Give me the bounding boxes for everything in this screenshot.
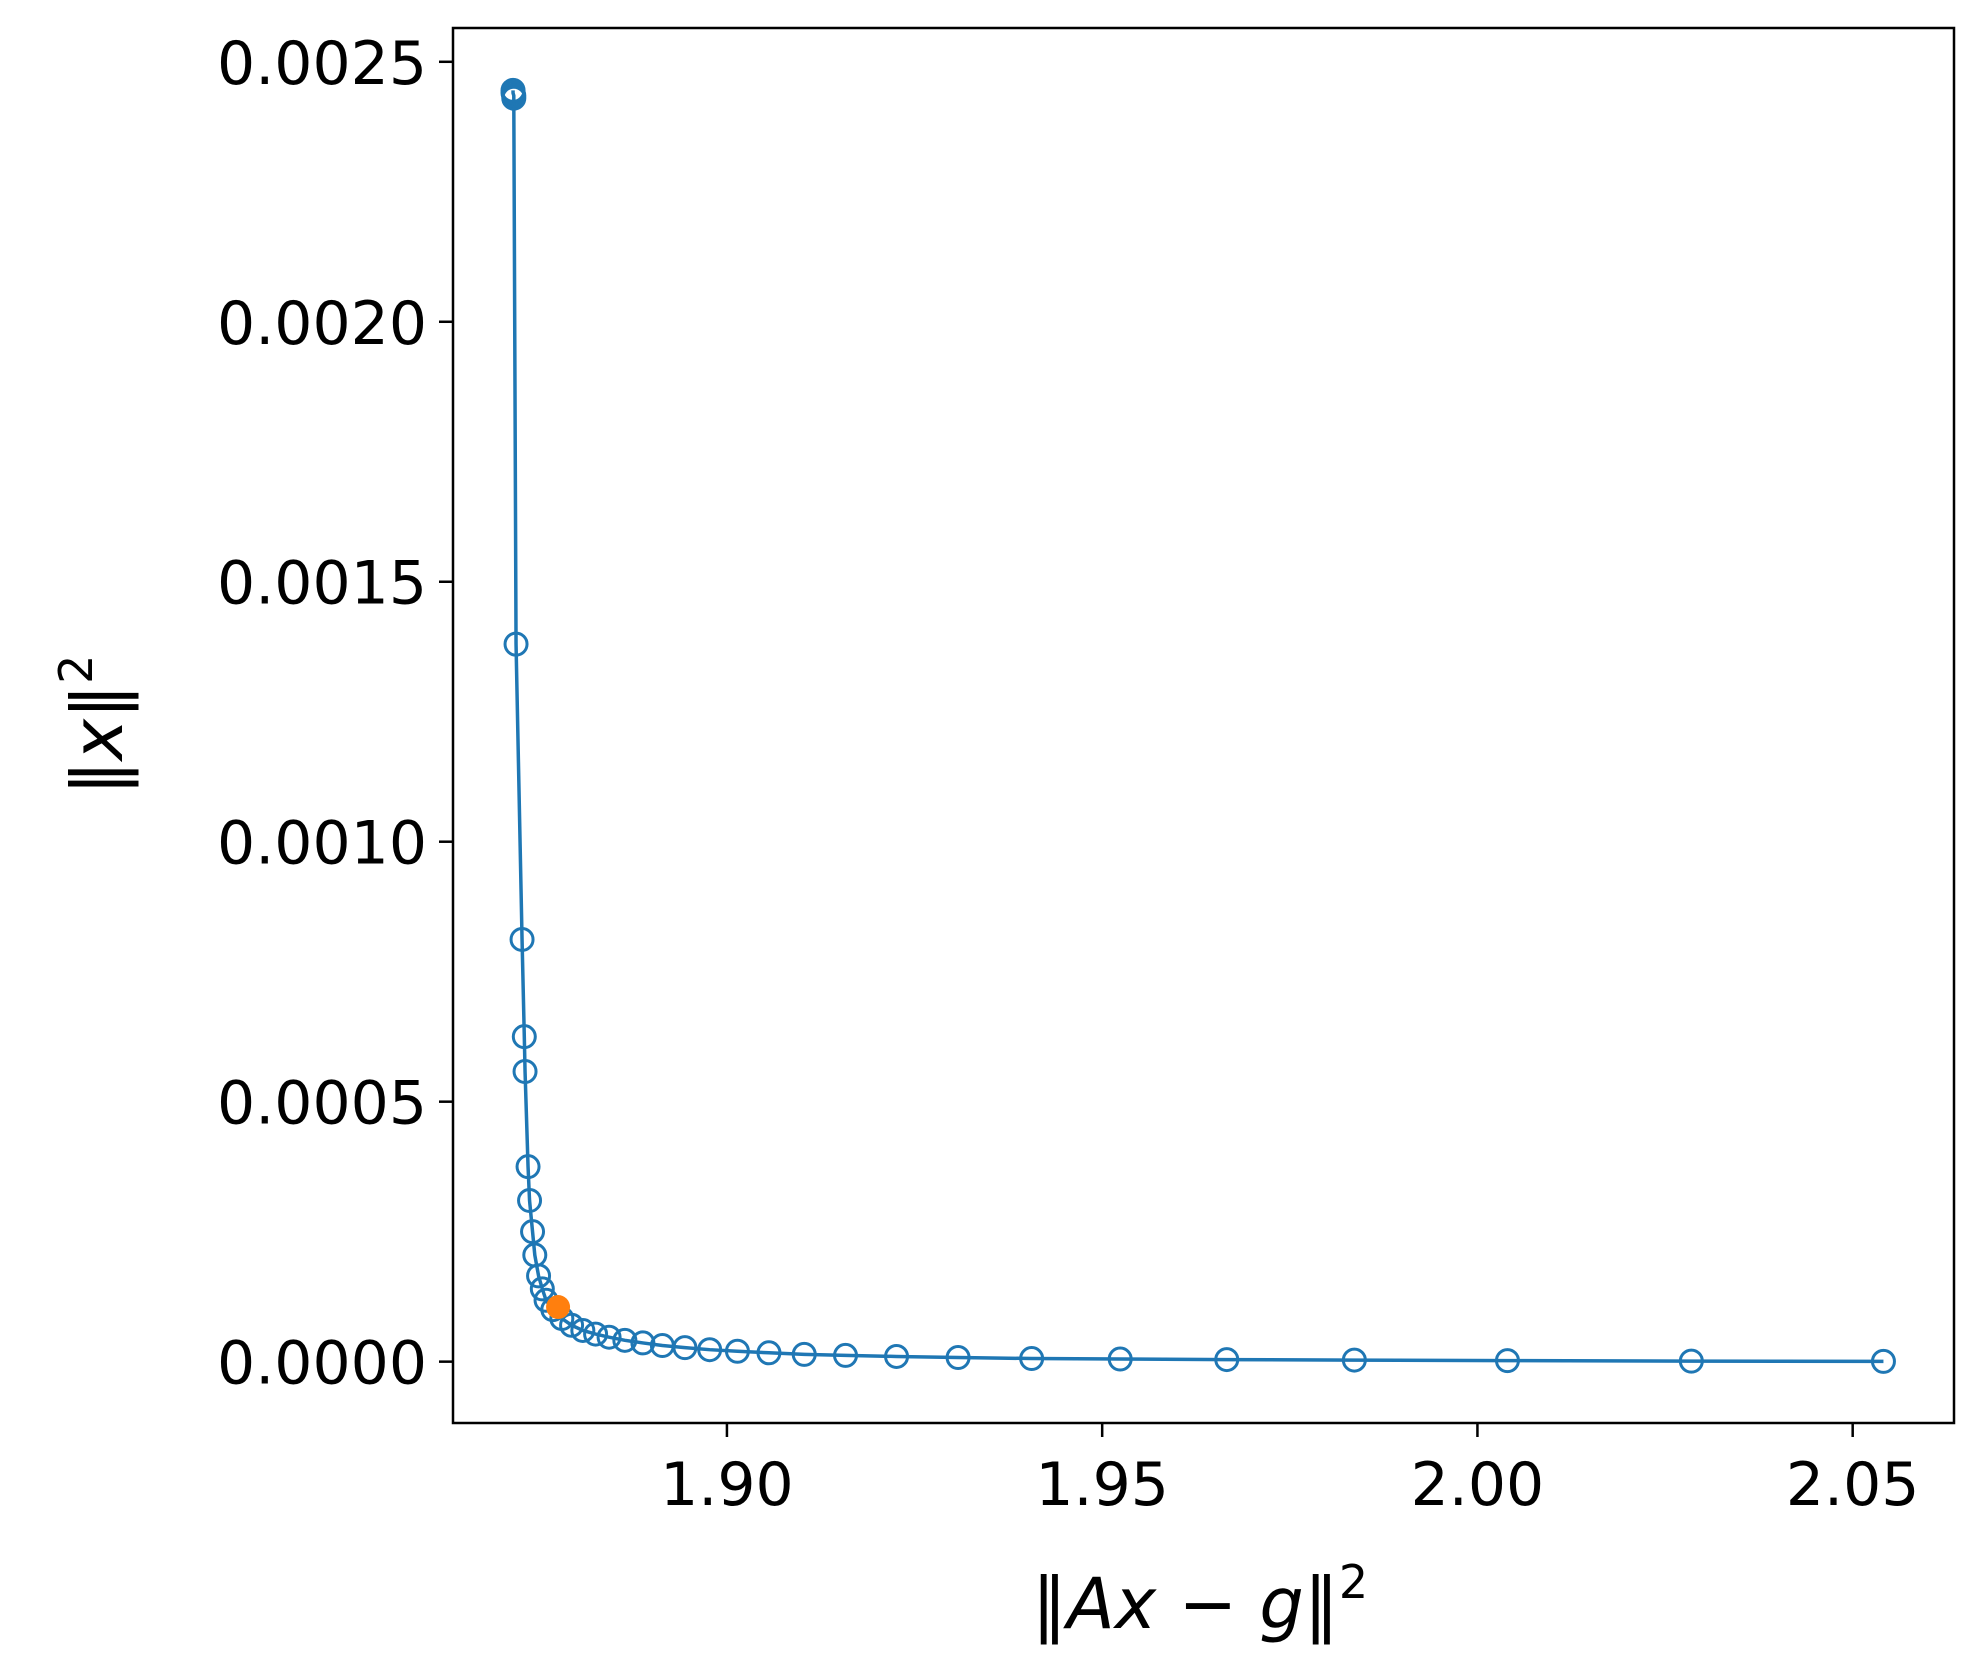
y-tick-label: 0.0015: [217, 549, 427, 619]
data-point: [1494, 1348, 1520, 1374]
data-point: [503, 631, 529, 657]
x-tick-label: 2.05: [1786, 1450, 1920, 1520]
data-point: [596, 1324, 622, 1350]
y-tick-label: 0.0010: [217, 809, 427, 879]
data-point: [672, 1335, 698, 1361]
y-tick-label: 0.0025: [217, 29, 427, 99]
data-point: [512, 1059, 538, 1085]
data-point: [1214, 1347, 1240, 1373]
highlight-point: [546, 1295, 571, 1320]
data-point: [697, 1337, 723, 1363]
data-point: [1870, 1348, 1896, 1374]
data-point: [509, 926, 535, 952]
series-layer: [500, 77, 1896, 1374]
data-point: [945, 1344, 971, 1370]
data-point: [511, 1024, 537, 1050]
data-point: [520, 1219, 546, 1245]
data-point: [630, 1330, 656, 1356]
data-point: [756, 1340, 782, 1366]
data-point: [583, 1321, 609, 1347]
x-axis-label: ‖Ax − g‖2: [1032, 1555, 1368, 1645]
data-point: [529, 1276, 555, 1302]
data-point: [1341, 1347, 1367, 1373]
y-axis: 0.0000 0.0005 0.0010 0.0015 0.0020 0.0025: [217, 29, 453, 1399]
x-axis: 1.90 1.95 2.00 2.05: [660, 1423, 1919, 1520]
data-point: [517, 1187, 543, 1213]
x-tick-label: 1.90: [660, 1450, 794, 1520]
y-axis-label: ‖x‖2: [49, 655, 139, 796]
y-tick-label: 0.0005: [217, 1069, 427, 1139]
data-point: [1019, 1346, 1045, 1372]
x-tick-label: 2.00: [1411, 1450, 1545, 1520]
data-point: [515, 1154, 541, 1180]
y-tick-label: 0.0000: [217, 1329, 427, 1399]
data-point: [526, 1263, 552, 1289]
data-point: [884, 1343, 910, 1369]
data-point: [570, 1317, 596, 1343]
y-tick-label: 0.0020: [217, 289, 427, 359]
x-tick-label: 1.95: [1035, 1450, 1169, 1520]
data-point: [833, 1342, 859, 1368]
data-point: [1678, 1348, 1704, 1374]
data-point: [559, 1312, 585, 1338]
data-point: [791, 1341, 817, 1367]
data-point: [612, 1327, 638, 1353]
plot-area: [451, 26, 1956, 1425]
series-line: [511, 90, 1884, 1364]
data-point: [501, 85, 527, 111]
data-point: [1107, 1346, 1133, 1372]
data-point: [724, 1338, 750, 1364]
